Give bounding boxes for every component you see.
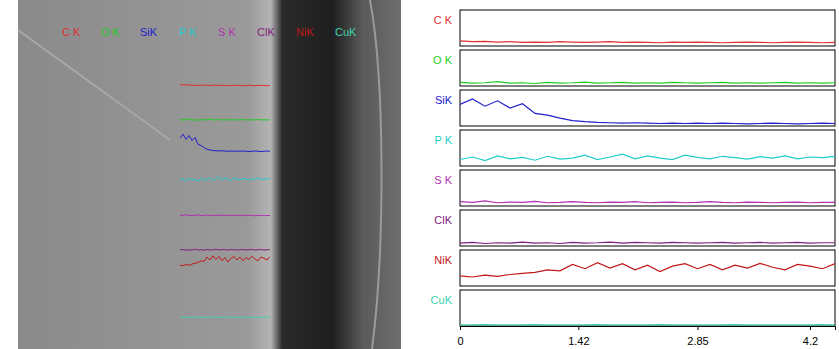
plot-area [460, 82, 835, 84]
image-legend-label: O K [101, 26, 121, 38]
x-tick-label: 4.2 [803, 335, 818, 347]
x-axis: 0 1.42 2.85 4.2 [457, 326, 835, 347]
x-tick: 2.85 [687, 326, 708, 347]
image-legend-label: NiK [296, 26, 314, 38]
overlay-trace [180, 134, 270, 151]
x-tick-label: 2.85 [687, 335, 708, 347]
profile-line [460, 154, 835, 160]
x-tick-mark [578, 326, 579, 330]
series-label: ClK [434, 214, 452, 226]
overlay-trace [180, 249, 270, 250]
profile-line [460, 82, 835, 84]
x-tick-label: 0 [457, 335, 463, 347]
overlay-trace [180, 317, 270, 318]
x-tick-mark [810, 326, 811, 330]
image-legend-label: C K [62, 26, 81, 38]
overlay-trace [180, 215, 270, 216]
overlay-trace [180, 85, 270, 86]
series-label: O K [433, 54, 453, 66]
series-label: NiK [434, 254, 452, 266]
strip-frame [460, 10, 835, 46]
interface-edge [370, 0, 382, 349]
x-axis-line [461, 327, 836, 331]
overlay-trace [180, 119, 270, 120]
image-legend-label: CuK [335, 26, 357, 38]
sem-image [18, 0, 401, 349]
strip-frame [460, 130, 835, 166]
x-tick-mark [698, 326, 699, 330]
strip-frame [460, 90, 835, 126]
strip-frame [460, 170, 835, 206]
image-legend-label: P K [179, 26, 197, 38]
x-tick: 1.42 [568, 326, 589, 347]
profile-line [460, 242, 835, 243]
overlay-trace [180, 256, 270, 266]
series-label: CuK [431, 294, 453, 306]
plot-area [460, 154, 835, 160]
plot-area [460, 263, 835, 277]
strip-frame [460, 210, 835, 246]
overlay-trace [180, 177, 270, 182]
x-tick: 0 [457, 326, 463, 347]
x-tick-mark [460, 326, 461, 330]
x-tick: 4.2 [803, 326, 818, 347]
strip-frame [460, 290, 835, 326]
series-label: C K [434, 14, 453, 26]
profile-line [460, 324, 835, 326]
profile-line [460, 99, 835, 124]
x-tick-label: 1.42 [568, 335, 589, 347]
series-label: SiK [435, 94, 453, 106]
strip-frame [460, 50, 835, 86]
plot-area [460, 41, 835, 43]
series-label: S K [434, 174, 452, 186]
figure: C K O K SiK P K S K ClK NiK CuK C K O K SiK P K S K C… [0, 0, 839, 349]
strip-frame [460, 250, 835, 286]
plot-area [460, 201, 835, 203]
micrograph [18, 0, 401, 349]
image-legend-label: S K [218, 26, 236, 38]
image-legend-label: SiK [140, 26, 158, 38]
plot-area [460, 242, 835, 243]
image-overlay [180, 85, 270, 318]
plot-area [460, 324, 835, 325]
profile-line [460, 41, 835, 43]
image-legend-label: ClK [257, 26, 275, 38]
series-label: P K [434, 134, 452, 146]
surface-scratch [18, 30, 170, 140]
profile-line [460, 263, 835, 277]
plot-area [460, 99, 835, 124]
profile-line [460, 201, 835, 203]
